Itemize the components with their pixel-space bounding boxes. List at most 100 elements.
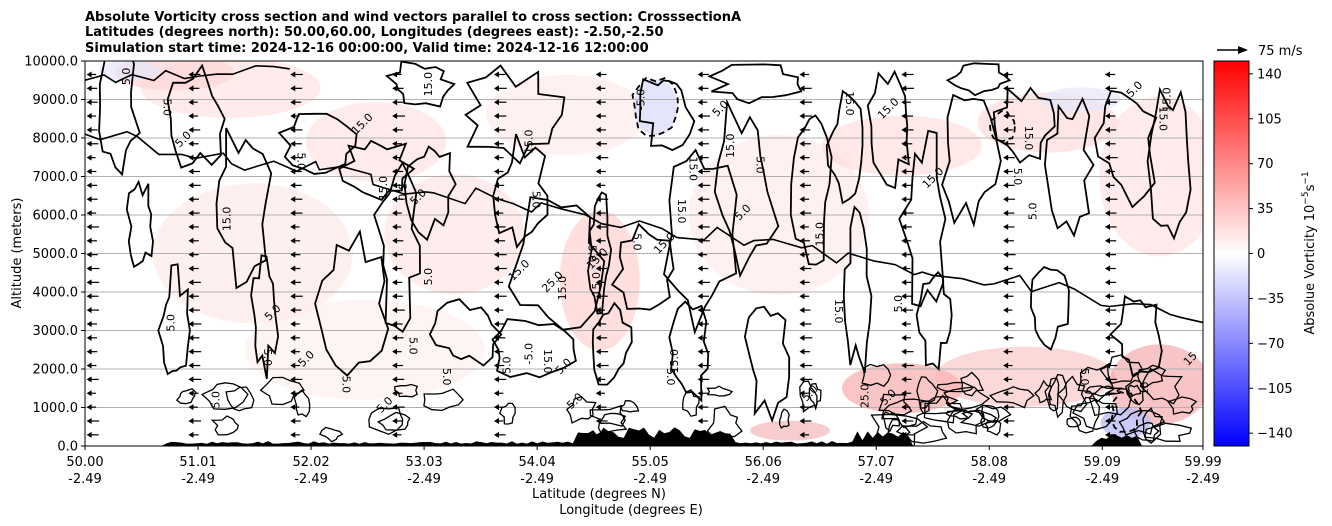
wind-vector-head bbox=[799, 348, 805, 355]
wind-vector-head bbox=[1207, 279, 1212, 285]
contour-label: 5.0 bbox=[339, 376, 352, 394]
wind-vector-head bbox=[697, 99, 703, 106]
wind-vector-head bbox=[1003, 348, 1009, 355]
contour-label: 5.0 bbox=[422, 268, 435, 286]
wind-vector-head bbox=[799, 210, 805, 217]
x-axis-label-longitude: Longitude (degrees E) bbox=[559, 503, 703, 518]
wind-vector-head bbox=[86, 237, 92, 244]
wind-vector-head bbox=[1104, 182, 1110, 189]
colorbar-tick-label: −35 bbox=[1257, 292, 1284, 307]
wind-vector-head bbox=[595, 334, 601, 341]
wind-vector-head bbox=[799, 154, 805, 161]
contour-line bbox=[1099, 353, 1144, 385]
wind-vector-head bbox=[392, 431, 398, 438]
wind-vector-head bbox=[392, 376, 398, 383]
contour-label: 15.0 bbox=[377, 176, 390, 201]
quiver-key: 75 m/s bbox=[1217, 44, 1303, 59]
contour-label: 5.0 bbox=[586, 245, 599, 263]
wind-vector-head bbox=[595, 320, 601, 327]
contour-label: 15 bbox=[1138, 381, 1151, 395]
wind-vector-head bbox=[290, 362, 296, 369]
contour-line bbox=[706, 405, 743, 439]
wind-vector-head bbox=[392, 71, 398, 78]
contour-line bbox=[945, 62, 1012, 97]
wind-vector-head bbox=[290, 196, 296, 203]
wind-vector-head bbox=[697, 251, 703, 258]
wind-vector-head bbox=[1207, 335, 1212, 341]
contour-line-negative bbox=[1110, 390, 1143, 433]
contour-line bbox=[861, 363, 892, 387]
wind-vector-head bbox=[188, 390, 194, 397]
wind-vector-head bbox=[901, 279, 907, 286]
contour-line bbox=[984, 419, 1002, 436]
y-axis: 0.0 1000.0 2000.0 3000.0 4000.0 5000.0 6000.0 7… bbox=[24, 55, 85, 455]
contour-line bbox=[277, 112, 358, 175]
wind-vector-head bbox=[1207, 266, 1212, 272]
contour-line bbox=[808, 382, 822, 411]
wind-vector-head bbox=[595, 196, 601, 203]
contour-label: 15.0 bbox=[221, 207, 234, 232]
contour-line bbox=[1034, 379, 1053, 404]
wind-vector-head bbox=[188, 362, 194, 369]
wind-vector-head bbox=[595, 210, 601, 217]
wind-vector-head bbox=[595, 154, 601, 161]
wind-vector-head bbox=[290, 404, 296, 411]
colorbar-ticks: 140 105 70 35 0 −35 −70 −105 −140 bbox=[1249, 67, 1293, 442]
wind-vector-head bbox=[1104, 265, 1110, 272]
wind-vector-head bbox=[697, 362, 703, 369]
wind-vector-head bbox=[901, 251, 907, 258]
colorbar-tick-label: 35 bbox=[1257, 202, 1274, 217]
contour-line bbox=[464, 64, 566, 165]
wind-vector-head bbox=[1104, 390, 1110, 397]
contour-line bbox=[384, 61, 456, 108]
x-tick-label-lon: -2.49 bbox=[1085, 472, 1119, 487]
x-tick-label-lon: -2.49 bbox=[407, 472, 441, 487]
wind-vector-head bbox=[1003, 293, 1009, 300]
contour-label: 15.0 bbox=[724, 133, 737, 158]
wind-vector-head bbox=[1104, 154, 1110, 161]
wind-vector-head bbox=[697, 279, 703, 286]
y-tick-label: 1000.0 bbox=[33, 401, 79, 416]
y-tick-label: 10000.0 bbox=[24, 55, 78, 70]
wind-vector-head bbox=[1104, 293, 1110, 300]
wind-vector-head bbox=[290, 237, 296, 244]
contour-line bbox=[789, 114, 833, 266]
contour-line bbox=[866, 69, 910, 190]
contour-line bbox=[915, 270, 953, 372]
contour-line bbox=[587, 191, 613, 315]
wind-vector-head bbox=[1104, 376, 1110, 383]
contour-line bbox=[1166, 396, 1198, 415]
contour-line bbox=[565, 395, 597, 424]
wind-vector-head bbox=[493, 168, 499, 175]
x-tick-label-lat: 50.00 bbox=[66, 455, 103, 470]
y-tick-label: 7000.0 bbox=[33, 170, 79, 185]
wind-vector-head bbox=[595, 404, 601, 411]
contour-label: 15.0 bbox=[686, 157, 699, 182]
wind-vector-head bbox=[697, 307, 703, 314]
wind-vector-head bbox=[1003, 71, 1009, 78]
wind-vector-head bbox=[799, 126, 805, 133]
contour-label: 5.0 bbox=[892, 295, 905, 313]
wind-vector-head bbox=[1003, 279, 1009, 286]
wind-vector-head bbox=[799, 71, 805, 78]
colorbar-tick-label: −105 bbox=[1257, 382, 1293, 397]
wind-vector-head bbox=[188, 237, 194, 244]
wind-vector-head bbox=[86, 113, 92, 120]
x-tick-label-lon: -2.49 bbox=[746, 472, 780, 487]
wind-vector-head bbox=[697, 376, 703, 383]
x-tick-label-lon: -2.49 bbox=[1186, 472, 1220, 487]
vorticity-patch bbox=[935, 346, 1116, 407]
contour-line bbox=[166, 63, 226, 169]
contour-label: 15.0 bbox=[668, 349, 681, 374]
wind-vector-head bbox=[901, 417, 907, 424]
x-tick-label-lon: -2.49 bbox=[520, 472, 554, 487]
contour-line bbox=[946, 407, 986, 435]
wind-vector-head bbox=[188, 334, 194, 341]
contour-label: 5.0 bbox=[165, 314, 178, 332]
contour-line bbox=[842, 205, 873, 374]
wind-vector-head bbox=[86, 210, 92, 217]
contour-line bbox=[1071, 398, 1118, 431]
contour-label: 15.0 bbox=[675, 199, 688, 224]
wind-vector-head bbox=[1003, 307, 1009, 314]
contour-line bbox=[498, 402, 516, 425]
